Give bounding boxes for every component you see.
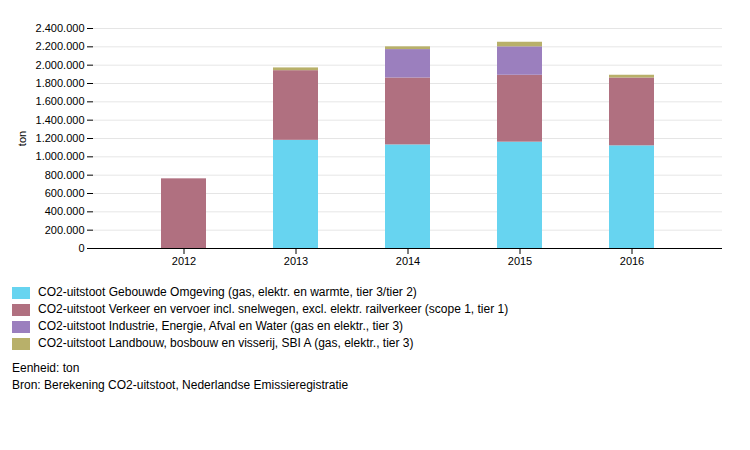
svg-text:1.400.000: 1.400.000 (36, 114, 85, 126)
svg-text:800.000: 800.000 (45, 169, 85, 181)
svg-text:ton: ton (16, 131, 28, 146)
svg-text:600.000: 600.000 (45, 187, 85, 199)
html-text:CO2-uitstoot Industrie, Energi: CO2-uitstoot Industrie, Energie, Afval e… (38, 319, 404, 333)
svg-text:2016: 2016 (620, 255, 644, 267)
html-text:CO2-uitstoot Landbouw, bosbouw: CO2-uitstoot Landbouw, bosbouw en visser… (38, 336, 414, 350)
svg-text:0: 0 (78, 242, 84, 254)
svg-text:2.400.000: 2.400.000 (36, 22, 85, 34)
html-text:CO2-uitstoot Verkeer en vervoe: CO2-uitstoot Verkeer en vervoer incl. sn… (38, 302, 509, 316)
svg-text:1.600.000: 1.600.000 (36, 95, 85, 107)
svg-text:2.000.000: 2.000.000 (36, 59, 85, 71)
svg-text:1.800.000: 1.800.000 (36, 77, 85, 89)
svg-text:2012: 2012 (172, 255, 196, 267)
svg-text:2015: 2015 (508, 255, 532, 267)
svg-text:200.000: 200.000 (45, 224, 85, 236)
html-text:Bron: Berekening CO2-uitstoot,: Bron: Berekening CO2-uitstoot, Nederland… (12, 378, 349, 392)
html-text:Eenheid: ton: Eenheid: ton (12, 361, 80, 375)
svg-text:2.200.000: 2.200.000 (36, 40, 85, 52)
svg-text:2013: 2013 (284, 255, 308, 267)
html-text:CO2-uitstoot Gebouwde Omgeving: CO2-uitstoot Gebouwde Omgeving (gas, ele… (38, 285, 417, 299)
svg-text:1.200.000: 1.200.000 (36, 132, 85, 144)
svg-text:400.000: 400.000 (45, 205, 85, 217)
svg-text:1.000.000: 1.000.000 (36, 150, 85, 162)
svg-text:2014: 2014 (396, 255, 420, 267)
